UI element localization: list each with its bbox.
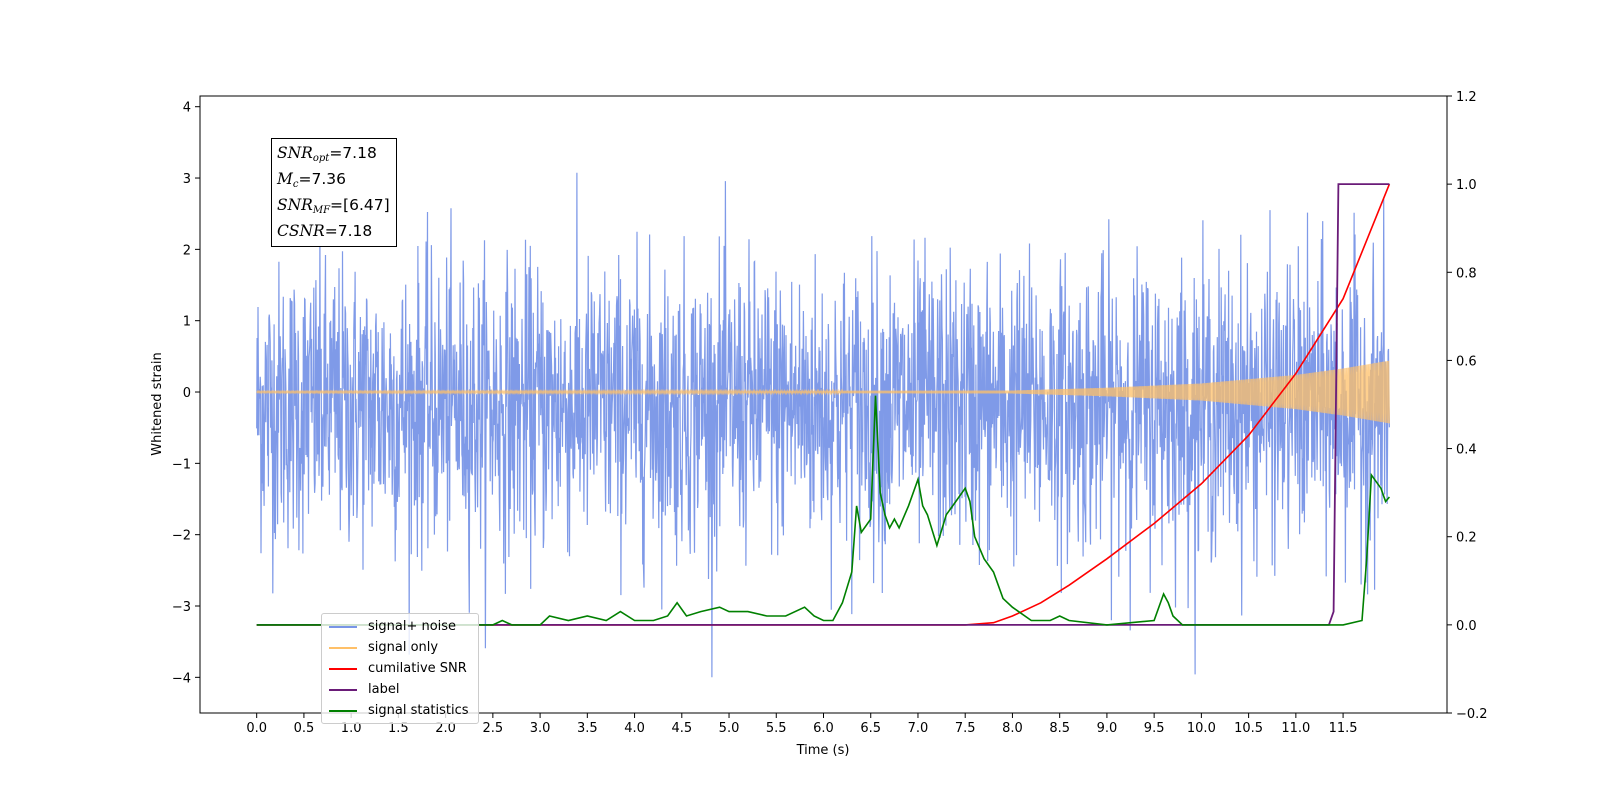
x-tick-label: 4.5: [671, 721, 692, 736]
x-tick-label: 10.0: [1187, 721, 1216, 736]
x-tick-label: 3.0: [530, 721, 551, 736]
y-tick-label-right: 1.2: [1456, 90, 1477, 105]
series-signal-only: [256, 360, 1390, 424]
legend-item-signal-noise: signal+ noise: [322, 616, 478, 637]
series-signal-noise: [256, 172, 1390, 678]
legend-label: signal+ noise: [368, 619, 457, 634]
y-tick-label-left: 4: [183, 101, 191, 116]
legend: signal+ noise signal only cumilative SNR…: [321, 613, 479, 724]
csnr-line: CSNR=7.18: [277, 222, 373, 240]
y-axis-right: −0.2 0.0 0.2 0.4 0.6 0.8 1.0 1.2: [1447, 90, 1488, 722]
y-tick-label-right: 0.8: [1456, 266, 1477, 281]
x-tick-label: 6.0: [813, 721, 834, 736]
x-tick-label: 2.0: [435, 721, 456, 736]
legend-item-signal-only: signal only: [322, 637, 478, 658]
x-tick-label: 11.0: [1281, 721, 1310, 736]
y-tick-label-right: 0.0: [1456, 619, 1477, 634]
legend-label: signal statistics: [368, 703, 469, 718]
x-tick-label: 3.5: [577, 721, 598, 736]
legend-label: label: [368, 682, 400, 697]
x-tick-label: 7.5: [955, 721, 976, 736]
y-axis-title: Whitened strain: [150, 352, 165, 455]
y-tick-label-left: −2: [172, 529, 191, 544]
x-tick-label: 0.5: [294, 721, 315, 736]
y-tick-label-left: 3: [183, 172, 191, 187]
x-tick-label: 1.5: [388, 721, 409, 736]
legend-swatch: [329, 646, 357, 649]
x-tick-label: 9.0: [1097, 721, 1118, 736]
x-tick-label: 5.0: [719, 721, 740, 736]
y-tick-label-left: −4: [172, 671, 191, 686]
legend-swatch: [329, 709, 357, 712]
legend-label: signal only: [368, 640, 439, 655]
x-tick-label: 4.0: [624, 721, 645, 736]
x-tick-label: 8.5: [1049, 721, 1070, 736]
snr-opt-line: SNRopt=7.18: [277, 144, 377, 164]
x-tick-label: 10.5: [1234, 721, 1263, 736]
mc-line: Mc=7.36: [277, 170, 346, 190]
legend-item-signal-statistics: signal statistics: [322, 700, 478, 721]
x-tick-label: 6.5: [860, 721, 881, 736]
legend-item-label: label: [322, 679, 478, 700]
x-tick-label: 2.5: [483, 721, 504, 736]
legend-label: cumilative SNR: [368, 661, 467, 676]
x-tick-label: 8.0: [1002, 721, 1023, 736]
x-tick-label: 11.5: [1329, 721, 1358, 736]
series-label: [256, 183, 1390, 626]
x-tick-label: 7.0: [908, 721, 929, 736]
x-tick-label: 9.5: [1144, 721, 1165, 736]
y-tick-label-left: 0: [183, 386, 191, 401]
legend-swatch: [329, 667, 357, 670]
legend-swatch: [329, 688, 357, 691]
y-axis-left: −4 −3 −2 −1 0 1 2 3 4: [172, 101, 200, 686]
y-tick-label-right: −0.2: [1456, 707, 1488, 722]
x-tick-label: 1.0: [341, 721, 362, 736]
x-tick-label: 5.5: [766, 721, 787, 736]
x-tick-label: 0.0: [246, 721, 267, 736]
legend-swatch: [329, 625, 357, 628]
x-axis: 0.0 0.5 1.0 1.5 2.0 2.5 3.0 3.5 4.0 4.5 5.0 5.5 6.0 6…: [246, 713, 1358, 736]
series-signal-statistics: [256, 395, 1391, 626]
snr-mf-line: SNRMF=[6.47]: [277, 196, 390, 216]
series-cumulative-snr: [256, 183, 1391, 626]
stats-annotation-box: SNRopt=7.18 Mc=7.36 SNRMF=[6.47] CSNR=7.…: [271, 138, 397, 247]
plot-area: [256, 172, 1391, 678]
y-tick-label-right: 0.4: [1456, 443, 1477, 458]
y-tick-label-left: 2: [183, 243, 191, 258]
legend-item-cumulative-snr: cumilative SNR: [322, 658, 478, 679]
y-tick-label-left: 1: [183, 315, 191, 330]
y-tick-label-left: −1: [172, 457, 191, 472]
y-tick-label-right: 0.2: [1456, 531, 1477, 546]
x-axis-title: Time (s): [796, 743, 850, 758]
y-tick-label-left: −3: [172, 600, 191, 615]
y-tick-label-right: 1.0: [1456, 178, 1477, 193]
y-tick-label-right: 0.6: [1456, 354, 1477, 369]
